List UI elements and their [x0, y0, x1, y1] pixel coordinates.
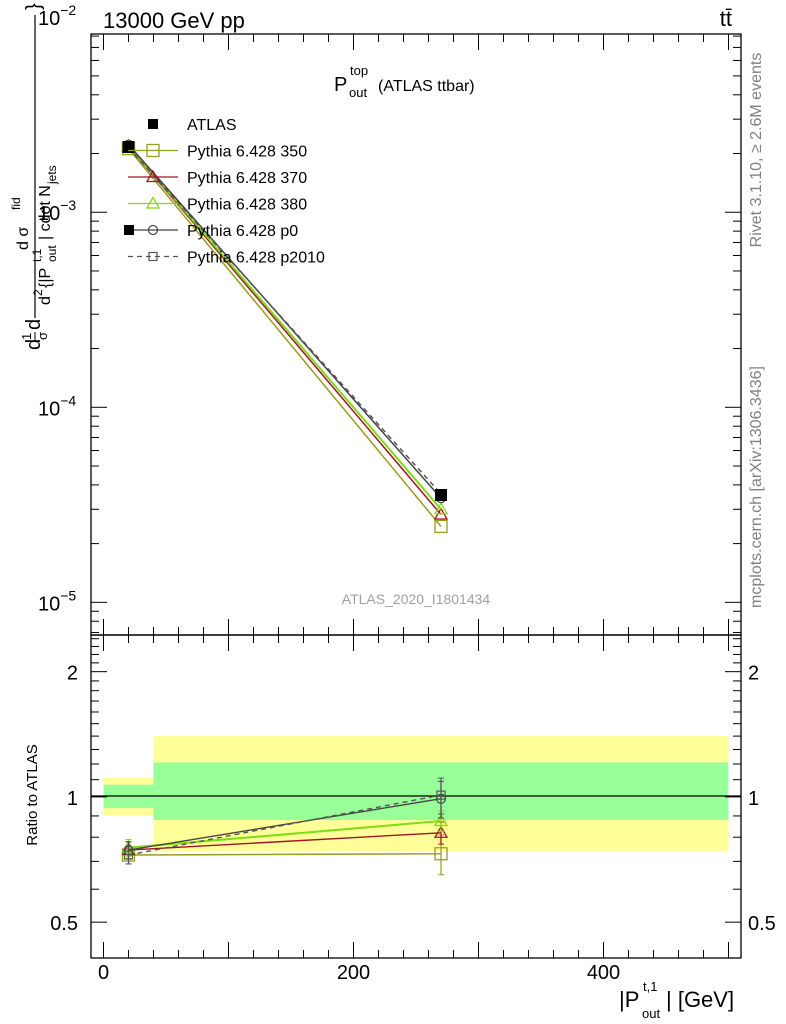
series-line-4: [127, 144, 442, 499]
ratio-y-tick-labels: 0.5 0.5 1 1 2 2: [50, 663, 776, 935]
main-y-tick-label: 10−5: [38, 587, 76, 615]
ratio-frame: [90, 634, 742, 959]
ratio-panel: 0.5 0.5 1 1 2 2 0 200 400 Ratio to ATLAS |P t,1…: [24, 635, 776, 1021]
legend-label: Pythia 6.428 350: [187, 144, 307, 161]
marker-open-square: [148, 251, 158, 262]
marker-open-triangle: [433, 501, 449, 515]
legend-label: Pythia 6.428 p0: [187, 223, 298, 240]
svg-text:t,1: t,1: [643, 979, 657, 994]
marker-open-square: [436, 790, 446, 800]
header-left-text: 13000 GeV pp: [103, 8, 245, 33]
main-title: P top out (ATLAS ttbar): [334, 63, 475, 100]
ratio-y-tick-label-left: 0.5: [50, 913, 78, 935]
x-tick-label: 200: [337, 962, 370, 984]
svg-text:d: d: [37, 296, 54, 305]
main-panel: 10−210−310−410−5 ATLAS_2020_I1801434 P t…: [9, 0, 741, 635]
main-y-tick-labels: 10−210−310−410−5: [38, 2, 76, 615]
svg-text:fid: fid: [9, 197, 23, 210]
marker-open-triangle: [145, 196, 161, 209]
legend: ATLAS Pythia 6.428 350 Pythia 6.428 370 Pyt…: [124, 117, 325, 267]
ratio-y-tick-label-right: 2: [748, 663, 759, 685]
legend-label: Pythia 6.428 380: [187, 197, 307, 214]
svg-text:1: 1: [19, 333, 34, 340]
legend-label: Pythia 6.428 p2010: [187, 250, 325, 267]
svg-text:jets: jets: [45, 165, 59, 185]
marker-filled-square: [122, 141, 135, 154]
x-tick-label: 400: [587, 962, 620, 984]
svg-text:{|P: {|P: [37, 268, 54, 288]
legend-label: ATLAS: [187, 117, 237, 134]
ratio-y-tick-label-right: 0.5: [748, 913, 776, 935]
marker-filled-square: [124, 225, 134, 235]
svg-text:d σ: d σ: [15, 227, 32, 250]
series-line-3: [127, 144, 442, 510]
marker-filled-square: [148, 119, 158, 129]
ratio-y-tick-label-right: 1: [748, 788, 759, 810]
ratio-y-tick-label-left: 2: [67, 663, 78, 685]
svg-text:|P: |P: [619, 987, 639, 1012]
marker-open-square: [434, 847, 448, 861]
marker-open-triangle: [433, 813, 449, 827]
main-y-axis-label: d 1 σ d d σ fid d 2 {|P t,1 out | cdot N…: [9, 0, 59, 350]
svg-text:out: out: [45, 245, 59, 262]
main-ticks: [91, 34, 741, 635]
series-line-5: [127, 147, 442, 495]
x-tick-label: 0: [98, 962, 109, 984]
svg-text:(ATLAS ttbar): (ATLAS ttbar): [378, 78, 475, 95]
ratio-line-0: [128, 853, 442, 856]
x-axis-label: |P t,1 out | [GeV]: [619, 979, 734, 1021]
svg-text:σ: σ: [35, 332, 50, 340]
svg-text:d: d: [23, 339, 45, 350]
main-y-tick-label: 10−4: [38, 392, 76, 420]
svg-text:top: top: [350, 63, 368, 78]
svg-text:P: P: [334, 74, 347, 96]
ratio-y-tick-label-left: 1: [67, 788, 78, 810]
svg-text:} [1/GeV]: } [1/GeV]: [23, 0, 45, 10]
ratio-line-2: [128, 820, 442, 849]
marker-open-square: [123, 850, 134, 860]
x-tick-labels: 0 200 400: [98, 962, 620, 984]
marker-open-square: [146, 143, 160, 158]
ratio-series-group: [121, 777, 449, 876]
ratio-ticks: [91, 635, 741, 958]
ratio-line-1: [128, 832, 442, 851]
main-y-tick-exponent: −5: [60, 587, 76, 603]
main-watermark: ATLAS_2020_I1801434: [342, 591, 491, 607]
main-series-group: [121, 138, 449, 534]
marker-filled-square: [435, 489, 447, 502]
marker-open-triangle: [145, 169, 161, 183]
main-y-tick-exponent: −2: [60, 2, 76, 18]
main-y-tick-exponent: −4: [60, 392, 76, 408]
legend-label: Pythia 6.428 370: [187, 170, 307, 187]
svg-text:d: d: [23, 319, 45, 330]
svg-text:out: out: [642, 1006, 660, 1021]
series-line-1: [127, 148, 442, 527]
header-right-text: tt̄: [719, 6, 732, 31]
svg-text:| [GeV]: | [GeV]: [666, 987, 734, 1012]
svg-text:2: 2: [31, 289, 45, 296]
svg-text:out: out: [349, 85, 367, 100]
marker-open-circle: [147, 224, 159, 236]
svg-text:t,1: t,1: [30, 248, 44, 262]
main-y-tick-exponent: −3: [60, 197, 76, 213]
ratio-y-axis-label: Ratio to ATLAS: [24, 744, 41, 845]
ratio-line-4: [128, 794, 442, 856]
marker-open-square: [434, 519, 448, 534]
ratio-line-3: [128, 798, 442, 851]
svg-text:| cdot N: | cdot N: [37, 185, 54, 240]
